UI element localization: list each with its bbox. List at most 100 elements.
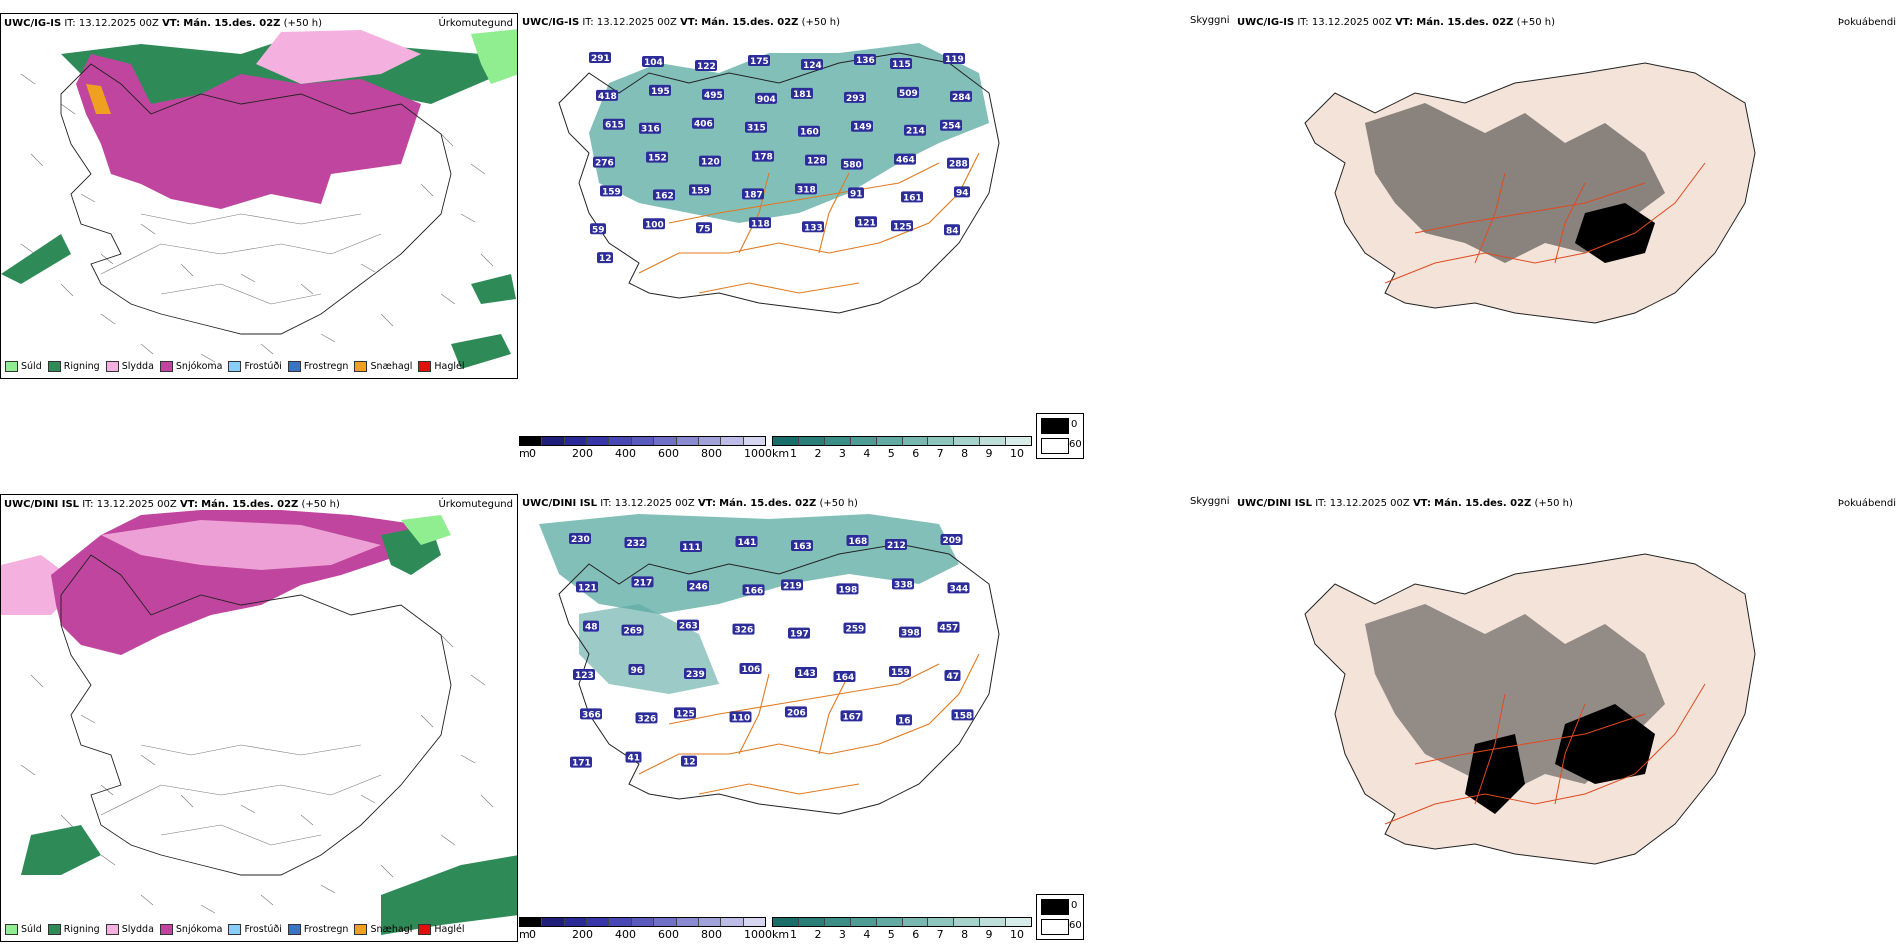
cloud-base-label: 406 (694, 120, 713, 130)
colorbar-segment (609, 918, 632, 926)
colorbar-tick: 2 (814, 928, 822, 941)
visibility-title: Skyggni (1190, 15, 1230, 26)
cloud-base-marker (677, 619, 699, 631)
cloud-base-label: 136 (856, 56, 875, 66)
cloud-base-marker (596, 89, 618, 101)
legend-swatch (105, 924, 119, 935)
cloud-base-label: 133 (804, 223, 823, 233)
vt-label: VT: (680, 17, 699, 28)
cloud-base-label: 121 (857, 218, 876, 228)
colorbar-tick: 800 (701, 447, 722, 460)
dense-fog-area (1555, 704, 1655, 784)
roads (100, 213, 382, 305)
colorbar-tick: 7 (936, 928, 944, 941)
cloud-base-label: 122 (697, 62, 716, 72)
legend-item: Súld (5, 924, 42, 935)
cloud-base-label: 163 (793, 542, 812, 552)
legend-label: Rigning (63, 361, 100, 372)
colorbar-tick: 10 (1010, 447, 1024, 460)
cloud-base-label: 141 (738, 538, 757, 548)
cloud-base-marker (901, 191, 923, 203)
cloud-base-marker (943, 53, 965, 64)
precip-legend: Súld Rigning Slydda Snjókoma Frostúði Fr… (5, 361, 465, 372)
drizzle-area (471, 29, 517, 84)
colorbar-tick: 10 (1010, 928, 1024, 941)
colorbar-segment (631, 918, 655, 926)
colorbar-tick: 7 (936, 447, 944, 460)
cloud-base-marker (689, 184, 711, 196)
legend-swatch (354, 924, 368, 935)
colorbar-tick: 600 (658, 447, 679, 460)
colorbar-segment (798, 918, 825, 926)
fog-map-top (1304, 62, 1756, 324)
it-label: IT: (582, 17, 594, 28)
fog-white-swatch (1041, 438, 1069, 454)
cloud-base-ticks: 0 200 400 600 800 1000 (529, 447, 772, 461)
roads (1384, 162, 1706, 284)
iceland-outline (60, 554, 452, 876)
legend-label: Snjókoma (175, 924, 223, 935)
cloud-base-label: 110 (732, 713, 751, 723)
cloud-base-marker (692, 117, 714, 129)
cloud-base-marker (791, 540, 813, 551)
legend-item: Súld (5, 361, 42, 372)
legend-swatch (287, 361, 301, 372)
cloud-base-label: 232 (627, 539, 646, 549)
cloud-base-marker (735, 536, 758, 547)
cloud-base-marker (947, 157, 969, 169)
cloud-base-marker (885, 539, 907, 550)
legend-item: Slydda (105, 361, 154, 372)
cloud-base-colorbar (519, 917, 766, 927)
cloud-base-marker (729, 711, 752, 723)
panel-header: UWC/IG-IS IT: 13.12.2025 00Z VT: Mán. 15… (1237, 17, 1555, 28)
colorbar-segment (542, 437, 565, 445)
legend-label: Slydda (121, 924, 154, 935)
cloud-base-marker (631, 576, 654, 588)
cloud-base-marker (702, 88, 724, 100)
cloud-base-label: 326 (638, 714, 657, 724)
colorbar-segment (980, 437, 1007, 445)
colorbar-segment (876, 918, 903, 926)
vt-value: Mán. 15.des. 02Z (719, 498, 817, 509)
iceland-outline (60, 63, 452, 335)
lead-time: (+50 h) (819, 498, 858, 509)
cloud-base-label: 166 (745, 586, 764, 596)
colorbar-segment (654, 437, 677, 445)
cloud-base-label: 259 (846, 625, 865, 635)
legend-label: Súld (21, 924, 42, 935)
colorbar-tick: 6 (912, 447, 920, 460)
cloud-base-marker (639, 122, 661, 134)
colorbar-tick: 6 (912, 928, 920, 941)
cloud-base-label: 197 (790, 630, 809, 640)
cloud-base-marker (625, 751, 642, 763)
cloud-base-label: 75 (698, 224, 711, 234)
precip-type-panel-top: UWC/IG-IS IT: 13.12.2025 00Z VT: Mán. 15… (0, 13, 518, 379)
legend-item: Haglél (418, 924, 465, 935)
cloud-base-marker (681, 755, 697, 767)
visibility-colorbar (772, 436, 1032, 446)
cloud-base-marker (801, 59, 823, 70)
colorbar-segment (564, 918, 588, 926)
colorbar-segment (698, 437, 722, 445)
vt-value: Mán. 15.des. 02Z (1416, 17, 1514, 28)
cloud-base-marker (624, 537, 647, 548)
legend-label: Haglél (434, 924, 465, 935)
cloud-base-label: 418 (598, 92, 617, 102)
legend-item: Frostúði (228, 924, 282, 935)
model-name: UWC/IG-IS (4, 18, 62, 29)
legend-label: Snæhagl (370, 361, 413, 372)
legend-label: Snæhagl (370, 924, 413, 935)
cloud-base-label: 164 (836, 673, 855, 683)
legend-item: Frostregn (287, 361, 348, 372)
cloud-base-marker (649, 84, 671, 96)
cloud-base-label: 195 (651, 87, 670, 97)
cloud-base-label: 316 (641, 125, 660, 135)
fog-legend: 0 60 (1036, 894, 1084, 940)
cloud-base-label: 121 (578, 583, 597, 593)
panel-header: UWC/IG-IS IT: 13.12.2025 00Z VT: Mán. 15… (4, 18, 322, 29)
cloud-base-label: 219 (783, 581, 802, 591)
legend-swatch (418, 924, 432, 935)
cloud-base-label: 212 (887, 541, 906, 551)
legend-swatch (159, 361, 173, 372)
cloud-base-marker (785, 706, 807, 718)
